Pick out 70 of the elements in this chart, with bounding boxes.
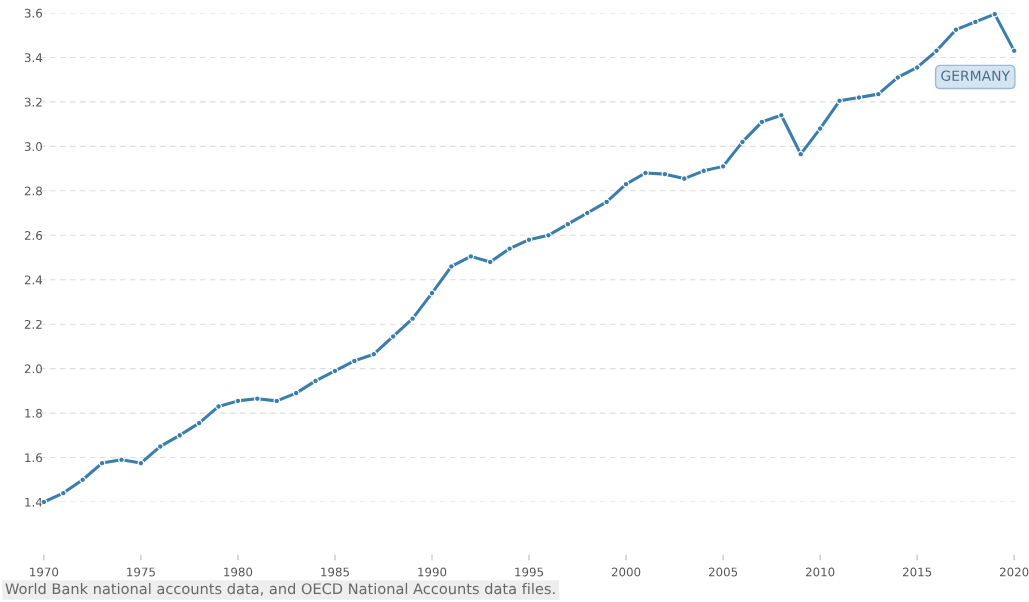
point [583,209,591,217]
point [525,236,533,244]
point [875,90,882,98]
point [176,431,184,439]
point [700,167,708,175]
y-tick-label: 2.0 [24,364,42,374]
point [642,169,649,177]
x-tick-label: 2015 [902,567,932,577]
point [409,315,416,322]
point [952,26,960,34]
series-label: GERMANY [941,70,1011,81]
x-tick-label: 1970 [30,567,59,577]
y-tick-label: 3.6 [24,8,43,18]
point [913,64,921,71]
point [486,258,494,266]
point [195,419,203,427]
point [719,163,727,170]
point [777,111,785,119]
y-tick-label: 3.0 [24,142,42,152]
x-tick-label: 1975 [127,567,155,577]
point [680,175,688,182]
point [972,18,979,26]
point [933,47,940,55]
x-tick-label: 1980 [224,567,253,577]
y-tick-label: 1.6 [25,453,43,463]
point [292,389,300,397]
point [603,198,610,206]
point [215,403,222,410]
y-tick-label: 3.2 [24,97,42,107]
y-tick-label: 3.4 [24,53,43,63]
point [370,350,378,358]
y-tick-label: 2.4 [24,275,43,285]
point [137,459,145,467]
point [797,150,805,158]
point [622,180,630,188]
y-tick-label: 2.8 [24,186,42,196]
point [254,395,261,402]
x-tick-label: 2020 [1000,567,1029,577]
x-tick-label: 1995 [515,567,544,577]
point [312,377,319,385]
y-tick-label: 1.4 [25,497,43,507]
point [506,245,513,252]
point [79,476,87,484]
point [545,231,552,239]
x-tick-label: 2010 [805,567,835,577]
point [156,443,164,450]
x-tick-label: 1985 [321,567,349,577]
point [739,138,746,146]
point [389,333,397,340]
point [836,97,843,105]
point [758,118,766,126]
point [467,253,475,260]
x-tick-label: 2000 [611,567,641,577]
point [894,74,902,81]
point [428,289,436,297]
point [59,489,67,497]
y-tick-label: 2.2 [24,319,42,329]
y-tick-label: 1.8 [25,408,42,418]
point [98,459,106,467]
point [448,263,455,270]
x-tick-label: 1990 [418,567,447,577]
point [855,94,863,101]
point [661,170,669,178]
point [564,220,572,228]
y-tick-label: 2.6 [24,231,43,240]
point [351,357,358,365]
x-tick-label: 2005 [708,567,738,577]
point [816,125,824,132]
point [331,367,339,375]
text: World Bank national accounts data, and OECD National Accounts data files. [5,582,555,596]
